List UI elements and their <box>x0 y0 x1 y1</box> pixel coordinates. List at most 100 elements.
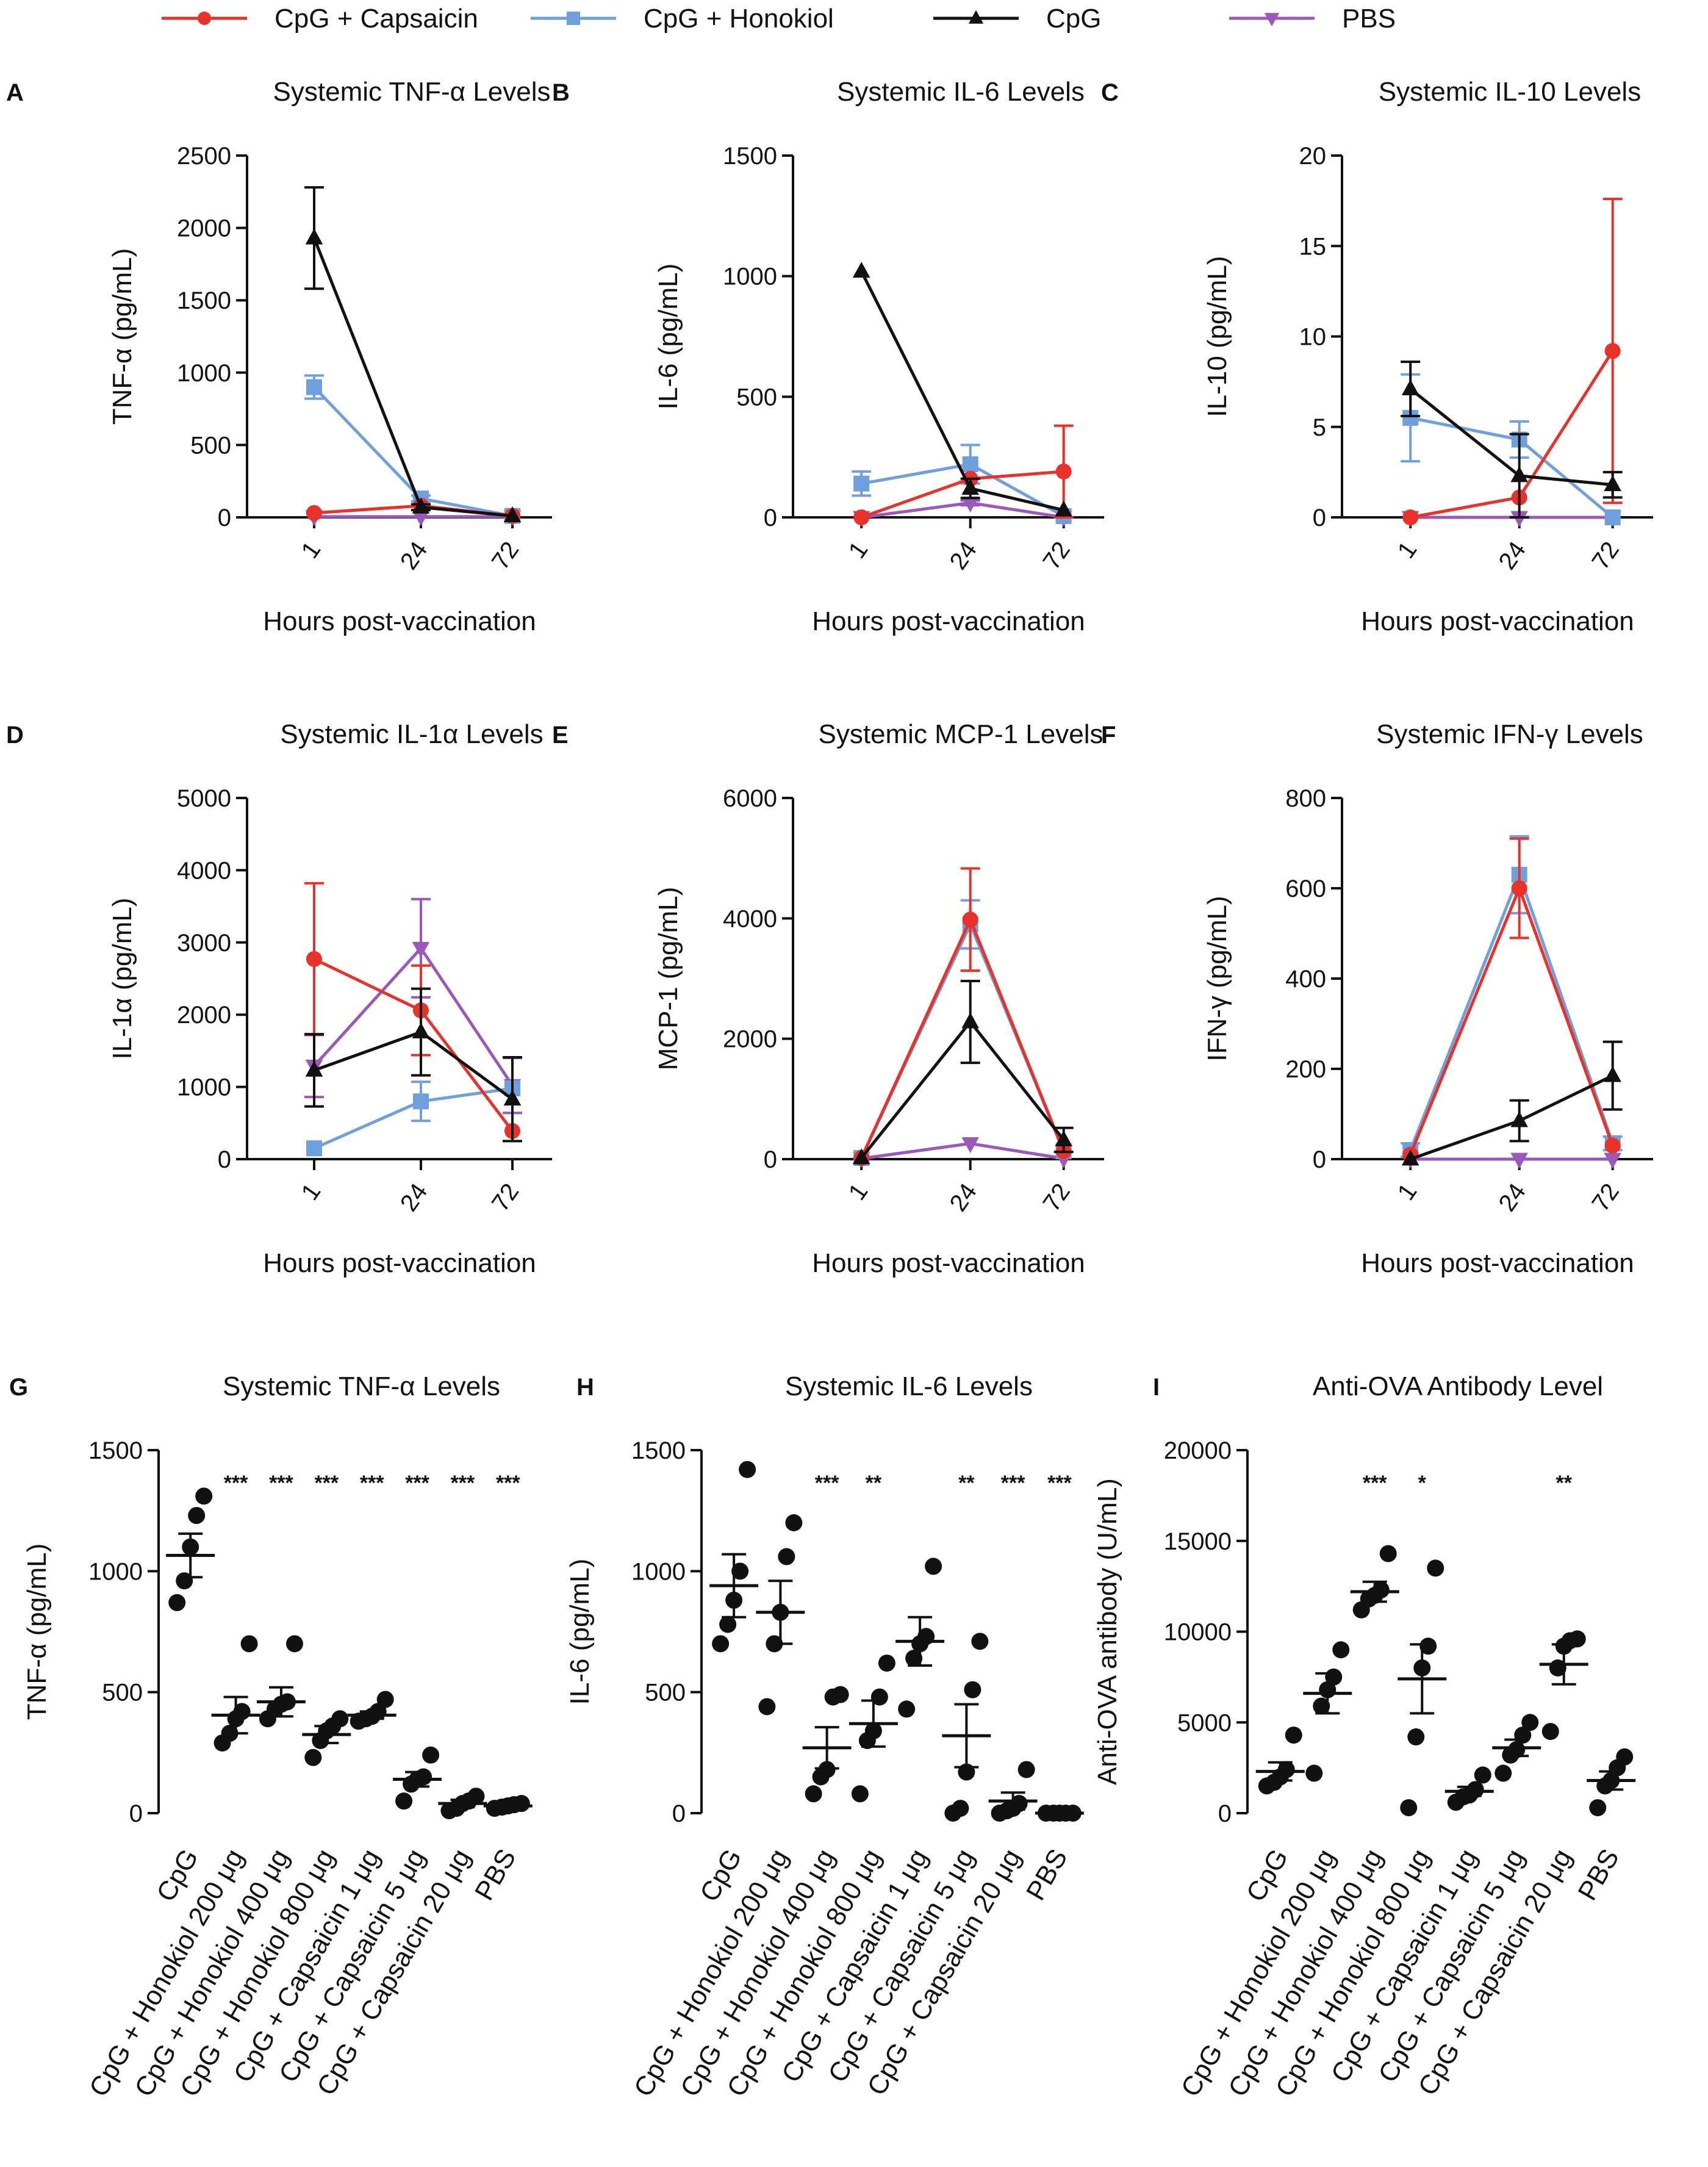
x-axis-label: Hours post-vaccination <box>1361 606 1634 636</box>
data-point <box>1401 379 1419 395</box>
scatter-group <box>709 1461 759 1653</box>
chart-title: Systemic IL-6 Levels <box>785 1371 1033 1401</box>
data-point <box>1427 1559 1444 1577</box>
data-point <box>1604 343 1621 359</box>
y-axis-label: TNF-α (pg/mL) <box>22 1543 52 1720</box>
data-point <box>1511 880 1527 896</box>
legend-marker <box>198 12 211 25</box>
x-tick-label: 1 <box>296 537 326 563</box>
x-tick-label: 72 <box>1587 537 1625 575</box>
x-tick-label: 24 <box>1494 537 1532 575</box>
y-axis-label: IFN-γ (pg/mL) <box>1202 896 1232 1061</box>
y-tick-label: 1500 <box>88 1437 143 1464</box>
data-point <box>898 1700 916 1718</box>
significance-marker: * <box>1418 1472 1427 1495</box>
y-tick-label: 2500 <box>177 143 231 170</box>
series-cpg-capsaicin <box>1402 837 1621 1163</box>
y-tick-label: 0 <box>129 1800 143 1827</box>
scatter-group <box>756 1514 805 1716</box>
scatter-group <box>166 1487 215 1611</box>
data-point <box>1510 1152 1528 1169</box>
y-tick-label: 600 <box>1285 875 1326 902</box>
series-line <box>1408 870 1615 1151</box>
data-point <box>304 1748 322 1766</box>
data-point <box>331 1710 349 1728</box>
x-axis-label: Hours post-vaccination <box>263 1248 536 1278</box>
data-point <box>1055 463 1072 480</box>
data-point <box>306 1140 322 1157</box>
data-point <box>962 911 978 928</box>
data-point <box>905 1650 923 1667</box>
data-point <box>1616 1748 1634 1766</box>
data-point <box>853 475 870 492</box>
significance-marker: *** <box>405 1472 429 1495</box>
y-axis-label: IL-10 (pg/mL) <box>1202 256 1232 417</box>
x-tick-label: 1 <box>1393 537 1423 563</box>
data-point <box>964 1681 981 1698</box>
data-point <box>778 1548 795 1565</box>
data-point <box>1017 1761 1035 1778</box>
y-axis-label: IL-1α (pg/mL) <box>107 897 137 1059</box>
chart-title: Systemic IL-6 Levels <box>837 77 1085 107</box>
y-tick-label: 4000 <box>723 905 777 932</box>
data-point <box>961 1137 979 1153</box>
y-axis-label: IL-6 (pg/mL) <box>653 264 683 410</box>
y-tick-label: 0 <box>1218 1800 1232 1827</box>
x-tick-label: 72 <box>1038 537 1076 575</box>
panel-letter: H <box>576 1374 594 1401</box>
chart-panel-b: 0 500 1000 1500 1 24 72 Hours post-vaccination I… <box>552 77 1104 636</box>
significance-marker: *** <box>224 1472 248 1495</box>
y-tick-label: 1500 <box>631 1437 686 1464</box>
scatter-group <box>347 1691 396 1730</box>
data-point <box>412 941 430 958</box>
y-tick-label: 500 <box>645 1680 686 1706</box>
y-tick-label: 0 <box>1313 1146 1326 1173</box>
data-point <box>1055 500 1072 517</box>
significance-marker: *** <box>314 1472 339 1495</box>
panel-letter: G <box>9 1374 28 1401</box>
series-line <box>312 237 513 518</box>
data-point <box>395 1792 413 1810</box>
series-cpg <box>852 262 1072 517</box>
x-tick-label: 1 <box>844 537 874 563</box>
y-tick-label: 1000 <box>723 264 777 290</box>
data-point <box>1372 1581 1390 1599</box>
data-point <box>1285 1727 1302 1744</box>
legend-marker <box>1264 13 1280 27</box>
significance-marker: *** <box>1047 1472 1072 1495</box>
data-point <box>739 1461 756 1478</box>
data-point <box>961 1012 979 1029</box>
data-point <box>1419 1637 1437 1655</box>
data-point <box>719 1615 737 1633</box>
data-point <box>962 456 978 473</box>
significance-marker: *** <box>1001 1472 1025 1495</box>
x-tick-label: 72 <box>1587 1179 1625 1216</box>
data-point <box>758 1698 776 1716</box>
y-axis-label: MCP-1 (pg/mL) <box>653 887 683 1071</box>
data-point <box>1466 1781 1484 1799</box>
y-tick-label: 2000 <box>723 1026 777 1053</box>
panel-letter: I <box>1153 1374 1160 1401</box>
series-pbs <box>1401 1152 1621 1169</box>
data-point <box>285 1635 303 1653</box>
legend-label: PBS <box>1342 4 1396 34</box>
y-tick-label: 0 <box>764 505 777 531</box>
series-line <box>861 1141 1064 1160</box>
x-tick-label: PBS <box>469 1844 522 1906</box>
chart-title: Systemic TNF-α Levels <box>223 1371 500 1401</box>
y-tick-label: 500 <box>736 384 777 411</box>
y-tick-label: 5 <box>1313 414 1326 441</box>
data-point <box>306 505 322 521</box>
x-tick-label: 24 <box>395 1179 433 1216</box>
data-point <box>878 1655 895 1672</box>
y-tick-label: 20000 <box>1164 1437 1232 1464</box>
legend-item: CpG + Honokiol <box>531 4 834 34</box>
data-point <box>195 1487 213 1505</box>
y-tick-label: 20 <box>1299 143 1327 170</box>
y-tick-label: 1000 <box>631 1558 686 1585</box>
chart-title: Systemic IFN-γ Levels <box>1376 719 1643 749</box>
scatter-group <box>1587 1748 1636 1817</box>
scatter-group <box>438 1788 487 1820</box>
x-tick-label: 24 <box>395 537 433 575</box>
